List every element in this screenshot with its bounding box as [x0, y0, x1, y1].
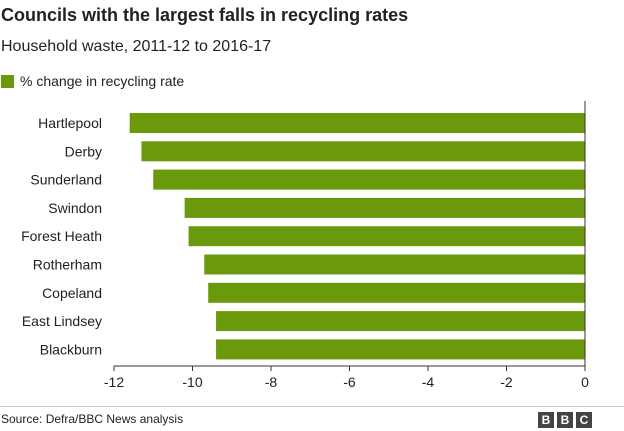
legend: % change in recycling rate	[1, 73, 184, 89]
bar	[216, 339, 586, 360]
category-label: Forest Heath	[21, 228, 102, 244]
bbc-logo-letter: C	[576, 412, 592, 428]
footer-divider	[0, 406, 624, 407]
chart-subtitle: Household waste, 2011-12 to 2016-17	[1, 38, 272, 55]
bar-chart: Hartlepool Derby Sunderland Swindon Forest H…	[21, 101, 589, 390]
bbc-logo: B B C	[538, 412, 592, 428]
bbc-logo-letter: B	[557, 412, 573, 428]
bar	[184, 197, 585, 218]
bar	[188, 226, 585, 247]
category-label: Copeland	[42, 285, 102, 301]
category-label: Rotherham	[33, 257, 102, 273]
category-label: Hartlepool	[38, 115, 102, 131]
category-label: Sunderland	[30, 172, 102, 188]
x-tick-label: -10	[182, 374, 202, 390]
bar	[216, 311, 586, 332]
source-note: Source: Defra/BBC News analysis	[1, 412, 184, 426]
bar	[129, 113, 585, 133]
category-label: Blackburn	[40, 341, 102, 357]
bar	[208, 282, 585, 303]
bar	[204, 254, 585, 275]
x-tick-label: -6	[343, 374, 356, 390]
x-tick-label: -2	[500, 374, 513, 390]
bbc-logo-letter: B	[538, 412, 554, 428]
bar	[141, 141, 585, 162]
category-label: Derby	[65, 143, 102, 159]
legend-swatch	[1, 74, 14, 88]
legend-label: % change in recycling rate	[20, 73, 185, 89]
category-label: East Lindsey	[22, 313, 102, 329]
bar	[153, 169, 585, 190]
x-tick-label: -4	[422, 374, 435, 390]
x-tick-label: -8	[265, 374, 278, 390]
chart-title: Councils with the largest falls in recyc…	[1, 5, 409, 25]
x-tick-label: 0	[581, 374, 589, 390]
x-tick-label: -12	[104, 374, 124, 390]
category-label: Swindon	[48, 200, 102, 216]
